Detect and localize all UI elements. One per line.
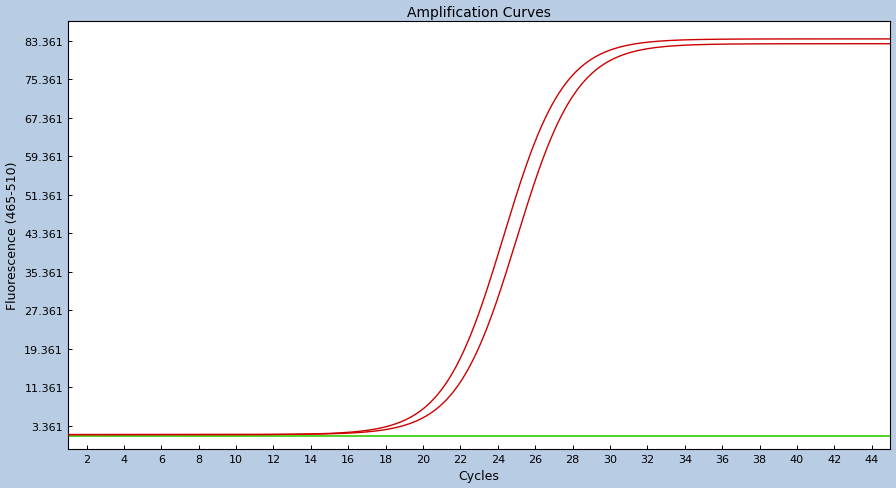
Title: Amplification Curves: Amplification Curves bbox=[407, 5, 551, 20]
X-axis label: Cycles: Cycles bbox=[459, 469, 500, 483]
Y-axis label: Fluorescence (465-510): Fluorescence (465-510) bbox=[5, 162, 19, 310]
